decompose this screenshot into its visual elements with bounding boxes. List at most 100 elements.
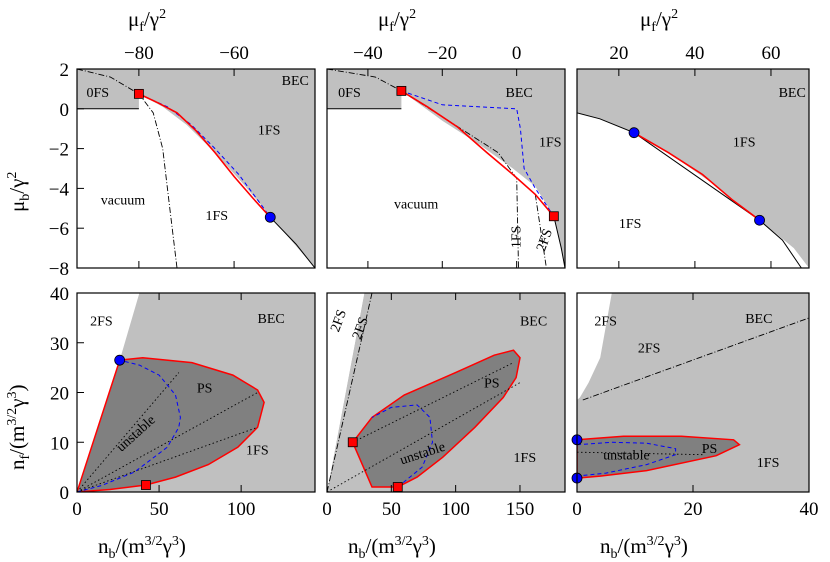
bottom-x-title-middle: nb/(m3/2γ3): [348, 534, 436, 562]
region-label: 1FS: [509, 226, 524, 249]
x-tick-label: 0: [322, 499, 332, 520]
region-label: 1FS: [619, 217, 642, 232]
region-label: BEC: [258, 312, 285, 327]
black-boundary-line: [553, 216, 565, 268]
region-label: 1FS: [258, 124, 281, 139]
blue-dashed-line: [138, 93, 271, 218]
circle-marker: [754, 214, 765, 226]
panel-plot-area: [327, 293, 565, 492]
region-label: 2FS: [534, 227, 556, 253]
panel-top-middle: 0FS BEC 1FS vacuum 1FS 2FS −40 −20 0: [326, 43, 566, 269]
top-y-title: μb/γ2: [5, 172, 33, 212]
unstable-boundary-line: [371, 404, 434, 488]
x-tick-label: 150: [506, 499, 535, 520]
region-label: 1FS: [206, 209, 229, 224]
unstable-boundary-line: [77, 359, 181, 492]
light-region-extra: [77, 69, 139, 109]
region-label: 1FS: [757, 456, 780, 471]
square-marker: [396, 85, 407, 96]
x-tick-label: −60: [219, 43, 249, 64]
x-tick-label: −40: [353, 43, 383, 64]
x-tick-label: 40: [685, 43, 704, 64]
region-label: 1FS: [514, 451, 537, 466]
white-wedge-region: [327, 293, 365, 492]
panel-frame: [326, 292, 566, 493]
square-marker: [347, 437, 358, 448]
panel-frame: [326, 68, 566, 269]
panel-top-right: BEC 1FS 1FS 20 40 60: [576, 43, 810, 269]
square-marker: [133, 88, 144, 99]
circle-marker: [628, 127, 640, 139]
square-marker: [141, 480, 151, 490]
x-tick-label: 0: [572, 499, 582, 520]
region-label: PS: [197, 382, 213, 397]
dotted-line: [327, 382, 521, 492]
top-x-title-right: μf/γ2: [640, 7, 678, 35]
panel-plot-area: [577, 69, 809, 268]
dashdot-line: [534, 194, 547, 268]
x-tick-label: 20: [684, 499, 703, 520]
ps-region: [577, 435, 741, 479]
dashdot-line: [327, 293, 373, 492]
y-tick-label: 2: [60, 60, 70, 81]
region-label: 2FS: [350, 315, 372, 341]
light-region-extra: [327, 69, 402, 109]
x-tick-label: 40: [800, 499, 819, 520]
region-label: unstable: [603, 449, 650, 464]
light-region: [77, 69, 315, 268]
y-tick-label: −4: [49, 179, 70, 200]
circle-marker: [264, 211, 276, 223]
red-boundary-line: [138, 93, 271, 218]
light-region: [327, 69, 565, 268]
panel-frame: [576, 68, 810, 269]
y-tick-label: −8: [49, 259, 69, 280]
bottom-y-title: nf/(m3/2γ3): [5, 384, 33, 470]
y-tick-label: 40: [50, 284, 69, 305]
region-label: BEC: [506, 86, 533, 101]
panel-plot-area: [577, 293, 809, 492]
ps-region: [351, 349, 521, 488]
region-label: 0FS: [338, 86, 361, 101]
panel-top-left: 0FS BEC 1FS vacuum 1FS −80 −60 2 0 −2 −4 −6 −8: [49, 43, 316, 280]
x-tick-label: −20: [427, 43, 457, 64]
x-tick-label: 20: [609, 43, 628, 64]
panel-plot-area: [327, 69, 565, 268]
dashdot-line: [582, 317, 809, 401]
blue-dashed-line: [401, 90, 555, 217]
red-boundary-line: [400, 90, 555, 217]
region-label: BEC: [520, 314, 547, 329]
panel-plot-area: [77, 69, 315, 268]
black-boundary-line: [577, 112, 802, 268]
x-tick-label: 50: [150, 499, 169, 520]
region-label: 1FS: [733, 136, 756, 151]
region-label: 0FS: [87, 86, 110, 101]
region-label: 1FS: [539, 136, 562, 151]
x-tick-label: 0: [72, 499, 82, 520]
dashdot-line: [77, 69, 178, 268]
dotted-line: [577, 451, 705, 456]
x-tick-label: 50: [382, 499, 401, 520]
region-label: PS: [702, 442, 718, 457]
black-boundary-line: [269, 216, 315, 268]
x-tick-label: −80: [124, 43, 154, 64]
y-tick-label: −2: [49, 140, 69, 161]
red-boundary-line: [633, 132, 761, 221]
unstable-boundary-line: [577, 441, 677, 477]
square-marker: [392, 482, 403, 492]
y-tick-label: 20: [50, 384, 69, 405]
panel-plot-area: [77, 293, 315, 492]
region-label: vacuum: [394, 197, 438, 212]
region-label: 1FS: [246, 444, 269, 459]
x-tick-label: 100: [441, 499, 470, 520]
region-label: 2FS: [594, 314, 617, 329]
region-label: vacuum: [101, 193, 145, 208]
square-marker: [548, 211, 559, 222]
panel-frame: [76, 68, 316, 269]
region-label: 2FS: [328, 308, 350, 334]
y-tick-label: 10: [50, 433, 69, 454]
region-label: BEC: [282, 74, 309, 89]
region-label: BEC: [745, 312, 772, 327]
